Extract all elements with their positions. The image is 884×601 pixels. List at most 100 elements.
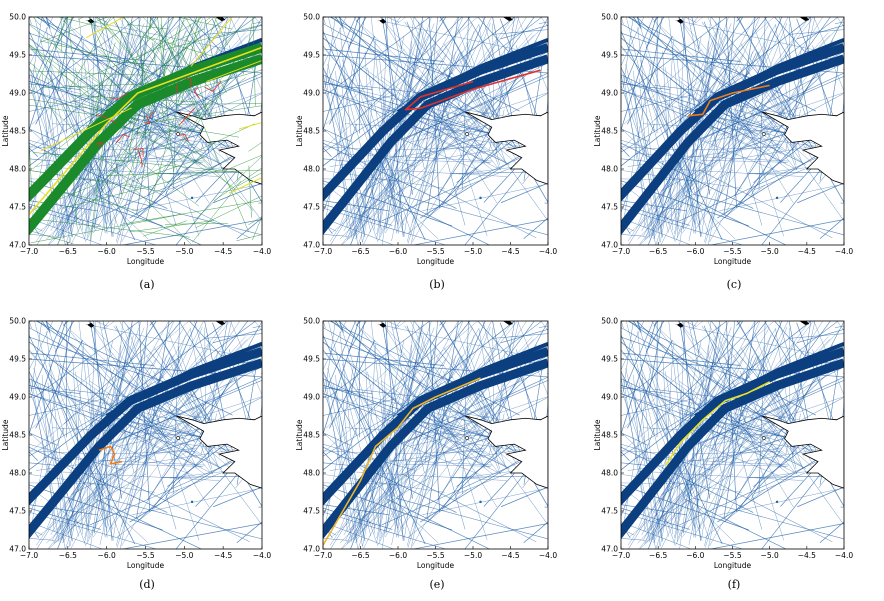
track-line bbox=[621, 142, 754, 209]
track-line bbox=[477, 321, 509, 356]
track-line bbox=[323, 180, 453, 227]
track-line bbox=[348, 69, 527, 227]
track-line bbox=[214, 17, 228, 46]
track-line bbox=[29, 17, 229, 167]
track-line bbox=[625, 17, 654, 83]
track-line bbox=[199, 443, 213, 475]
track-line bbox=[31, 17, 69, 94]
y-tick-label: 49.0 bbox=[601, 89, 618, 98]
track-line bbox=[160, 136, 231, 147]
track-line bbox=[639, 17, 811, 245]
track-line bbox=[127, 24, 167, 30]
track-line bbox=[617, 0, 813, 8]
track-line bbox=[230, 17, 262, 92]
highlight-trajectory bbox=[323, 377, 481, 546]
track-line bbox=[29, 341, 122, 415]
track-line bbox=[407, 334, 475, 548]
track-line bbox=[159, 25, 180, 87]
track-line bbox=[621, 83, 670, 90]
track-line bbox=[102, 321, 111, 353]
track-line bbox=[69, 35, 114, 243]
track-line bbox=[737, 121, 783, 163]
y-axis-label: Latitude bbox=[593, 419, 602, 450]
track-line bbox=[417, 21, 488, 237]
track-line bbox=[67, 17, 112, 91]
track-line bbox=[61, 171, 208, 209]
track-line bbox=[860, 0, 884, 74]
track-line bbox=[701, 52, 729, 235]
track-line bbox=[182, 421, 195, 443]
track-line bbox=[660, 343, 674, 538]
track-line bbox=[648, 58, 783, 155]
track-line bbox=[29, 127, 149, 240]
track-line bbox=[622, 48, 741, 62]
track-line bbox=[323, 365, 354, 534]
track-line bbox=[323, 17, 516, 167]
coastline bbox=[503, 321, 513, 325]
track-line bbox=[700, 170, 833, 239]
y-tick-label: 49.0 bbox=[303, 89, 320, 98]
track-line bbox=[204, 17, 230, 139]
track-line bbox=[660, 39, 674, 234]
track-line bbox=[797, 486, 844, 508]
track-line bbox=[323, 398, 397, 416]
track-line bbox=[55, 394, 187, 543]
track-line bbox=[0, 555, 93, 560]
track-line bbox=[550, 0, 567, 31]
track-line bbox=[182, 448, 196, 459]
track-line bbox=[29, 94, 105, 112]
track-line bbox=[65, 321, 142, 549]
track-line bbox=[705, 30, 772, 244]
track-line bbox=[33, 321, 140, 399]
track-line bbox=[720, 110, 802, 163]
track-line bbox=[729, 108, 763, 226]
track-line bbox=[323, 80, 493, 136]
track-line bbox=[412, 326, 491, 527]
track-line bbox=[338, 321, 412, 538]
track-line bbox=[700, 474, 833, 543]
track-line bbox=[19, 0, 137, 3]
track-line bbox=[323, 217, 395, 245]
track-line bbox=[199, 139, 213, 171]
track-line bbox=[621, 398, 694, 416]
x-tick-label: −6.5 bbox=[351, 551, 369, 560]
track-line bbox=[758, 17, 766, 190]
y-tick-label: 47.0 bbox=[303, 241, 320, 250]
track-line bbox=[767, 144, 781, 155]
track-line bbox=[449, 440, 518, 451]
track-line bbox=[358, 321, 432, 549]
track-line bbox=[621, 32, 763, 83]
track-line bbox=[313, 0, 427, 3]
track-line bbox=[386, 321, 399, 327]
track-line bbox=[323, 376, 359, 549]
track-line bbox=[621, 341, 710, 415]
track-line bbox=[31, 321, 43, 392]
track-line bbox=[627, 36, 673, 125]
track-line bbox=[498, 17, 535, 65]
track-line bbox=[625, 321, 728, 399]
panel-2: −7.0 −6.5 −6.0 −5.5 −5.0 −4.5 −4.0 47.0 47.5 48.0… bbox=[295, 0, 567, 292]
y-tick-label: 48.5 bbox=[303, 127, 320, 136]
panel-caption: (d) bbox=[139, 578, 155, 591]
track-line bbox=[67, 372, 206, 475]
track-line bbox=[691, 321, 700, 353]
y-tick-label: 49.0 bbox=[9, 393, 26, 402]
track-line bbox=[172, 17, 180, 190]
track-line bbox=[868, 405, 884, 429]
track-line bbox=[621, 180, 750, 227]
track-line bbox=[359, 372, 494, 475]
track-line bbox=[652, 169, 734, 219]
track-line bbox=[423, 110, 506, 163]
track-line bbox=[784, 139, 797, 171]
coastline bbox=[503, 17, 513, 21]
track-line bbox=[621, 89, 732, 135]
track-line bbox=[96, 17, 147, 75]
track-line bbox=[645, 69, 823, 227]
track-line bbox=[35, 36, 84, 125]
track-line bbox=[204, 333, 262, 339]
track-line bbox=[128, 31, 145, 85]
track-line bbox=[677, 17, 781, 133]
x-tick-label: −4.0 bbox=[835, 551, 853, 560]
track-line bbox=[622, 71, 651, 239]
track-line bbox=[33, 64, 79, 233]
